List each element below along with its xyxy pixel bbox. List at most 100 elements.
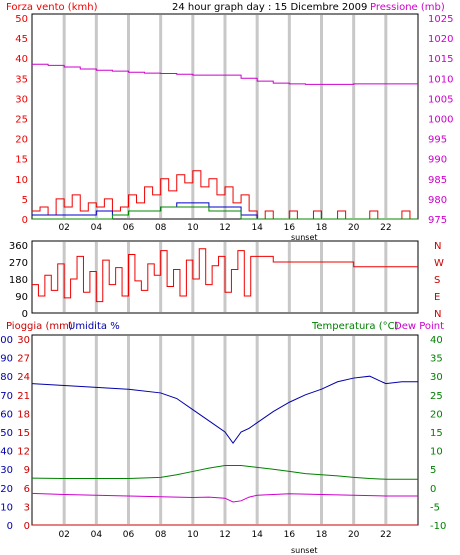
rain-tick-label: 12	[17, 447, 30, 458]
direction-tick-label: 360	[9, 241, 28, 252]
wind-tick-label: 50	[15, 14, 28, 25]
x-tick-label-bottom: 10	[187, 530, 199, 540]
x-tick-label-bottom: 16	[284, 530, 296, 540]
rain-axis-title: Pioggia (mm)	[6, 321, 73, 332]
sunset-label-top: sunset	[291, 233, 318, 242]
wind-tick-label: 25	[15, 115, 28, 126]
x-tick-label-top: 02	[58, 223, 69, 233]
humidity-tick-label: 0	[7, 521, 13, 532]
temperature-tick-label: 10	[430, 447, 443, 458]
humidity-tick-label: 30	[0, 465, 13, 476]
x-tick-label-top: 14	[251, 223, 263, 233]
humidity-tick-label: 20	[0, 484, 13, 495]
x-tick-label-bottom: 14	[251, 530, 263, 540]
wind-tick-label: 15	[15, 155, 28, 166]
humidity-axis-title: Umidita %	[68, 321, 120, 332]
humidity-tick-label: 50	[0, 428, 13, 439]
series-gust	[32, 206, 418, 220]
humidity-tick-label: 10	[0, 502, 13, 513]
temperature-tick-label: 25	[430, 391, 443, 402]
temperature-tick-label: -5	[430, 502, 440, 513]
series-wind	[32, 170, 418, 220]
dewpoint-axis-title: Dew Point	[394, 321, 444, 332]
wind-tick-label: 20	[15, 135, 28, 146]
humidity-tick-label: 70	[0, 391, 13, 402]
temperature-axis-title: Temperatura (°C)	[311, 321, 399, 332]
sunset-label-bottom: sunset	[291, 546, 318, 555]
pressure-tick-label: 1010	[428, 74, 453, 85]
x-tick-label-top: 10	[187, 223, 199, 233]
x-tick-label-bottom: 04	[91, 530, 103, 540]
x-tick-label-top: 12	[219, 223, 230, 233]
pressure-tick-label: 1025	[428, 14, 453, 25]
compass-tick-label: N	[434, 309, 441, 320]
series-direction	[32, 248, 418, 303]
x-tick-label-bottom: 22	[380, 530, 391, 540]
x-tick-label-bottom: 18	[316, 530, 328, 540]
humidity-tick-label: 80	[0, 372, 13, 383]
compass-tick-label: S	[434, 275, 440, 286]
wind-tick-label: 40	[15, 54, 28, 65]
x-tick-label-top: 16	[284, 223, 296, 233]
direction-tick-label: 90	[15, 292, 28, 303]
x-tick-label-top: 08	[155, 223, 167, 233]
temperature-tick-label: 0	[430, 484, 436, 495]
series-pressione-mb-	[32, 63, 418, 85]
wind-axis-title: Forza vento (kmh)	[6, 2, 98, 13]
direction-tick-label: 180	[9, 275, 28, 286]
pressure-tick-label: 1015	[428, 54, 453, 65]
humidity-tick-label: 60	[0, 409, 13, 420]
humidity-tick-label: 100	[0, 335, 13, 346]
chart-title: 24 hour graph day : 15 Dicembre 2009	[172, 2, 367, 13]
wind-tick-label: 30	[15, 94, 28, 105]
pressure-tick-label: 1020	[428, 34, 453, 45]
temperature-tick-label: 35	[430, 354, 443, 365]
direction-tick-label: 270	[9, 258, 28, 269]
wind-tick-label: 5	[22, 195, 28, 206]
x-tick-label-bottom: 06	[123, 530, 135, 540]
humidity-tick-label: 90	[0, 354, 13, 365]
pressure-tick-label: 980	[428, 195, 447, 206]
pressure-tick-label: 985	[428, 175, 447, 186]
x-tick-label-bottom: 20	[348, 530, 360, 540]
temperature-tick-label: -10	[430, 521, 446, 532]
temperature-tick-label: 5	[430, 465, 436, 476]
wind-tick-label: 10	[15, 175, 28, 186]
pressure-tick-label: 975	[428, 215, 447, 226]
x-tick-label-bottom: 02	[58, 530, 69, 540]
x-tick-label-bottom: 08	[155, 530, 167, 540]
compass-tick-label: W	[434, 258, 444, 269]
rain-tick-label: 21	[17, 391, 30, 402]
series-temperatura-c-	[31, 464, 418, 480]
pressure-tick-label: 1005	[428, 94, 453, 105]
x-tick-label-top: 04	[91, 223, 103, 233]
temperature-tick-label: 30	[430, 372, 443, 383]
x-tick-label-top: 20	[348, 223, 360, 233]
wind-tick-label: 0	[22, 215, 28, 226]
compass-tick-label: N	[434, 241, 441, 252]
rain-tick-label: 3	[24, 502, 30, 513]
direction-tick-label: 0	[22, 309, 28, 320]
pressure-tick-label: 995	[428, 135, 447, 146]
compass-tick-label: E	[434, 292, 440, 303]
x-tick-label-bottom: 12	[219, 530, 230, 540]
rain-tick-label: 15	[17, 428, 30, 439]
wind-tick-label: 35	[15, 74, 28, 85]
temperature-tick-label: 40	[430, 335, 443, 346]
pressure-tick-label: 1000	[428, 115, 453, 126]
series-dew-point	[31, 492, 418, 503]
humidity-tick-label: 40	[0, 447, 13, 458]
rain-tick-label: 30	[17, 335, 30, 346]
x-tick-label-top: 06	[123, 223, 135, 233]
temperature-tick-label: 20	[430, 409, 443, 420]
rain-tick-label: 0	[24, 521, 30, 532]
temperature-tick-label: 15	[430, 428, 443, 439]
rain-tick-label: 18	[17, 409, 30, 420]
series-umidita-	[31, 375, 418, 445]
x-tick-label-top: 18	[316, 223, 328, 233]
wind-tick-label: 45	[15, 34, 28, 45]
rain-tick-label: 9	[24, 465, 30, 476]
x-tick-label-top: 22	[380, 223, 391, 233]
